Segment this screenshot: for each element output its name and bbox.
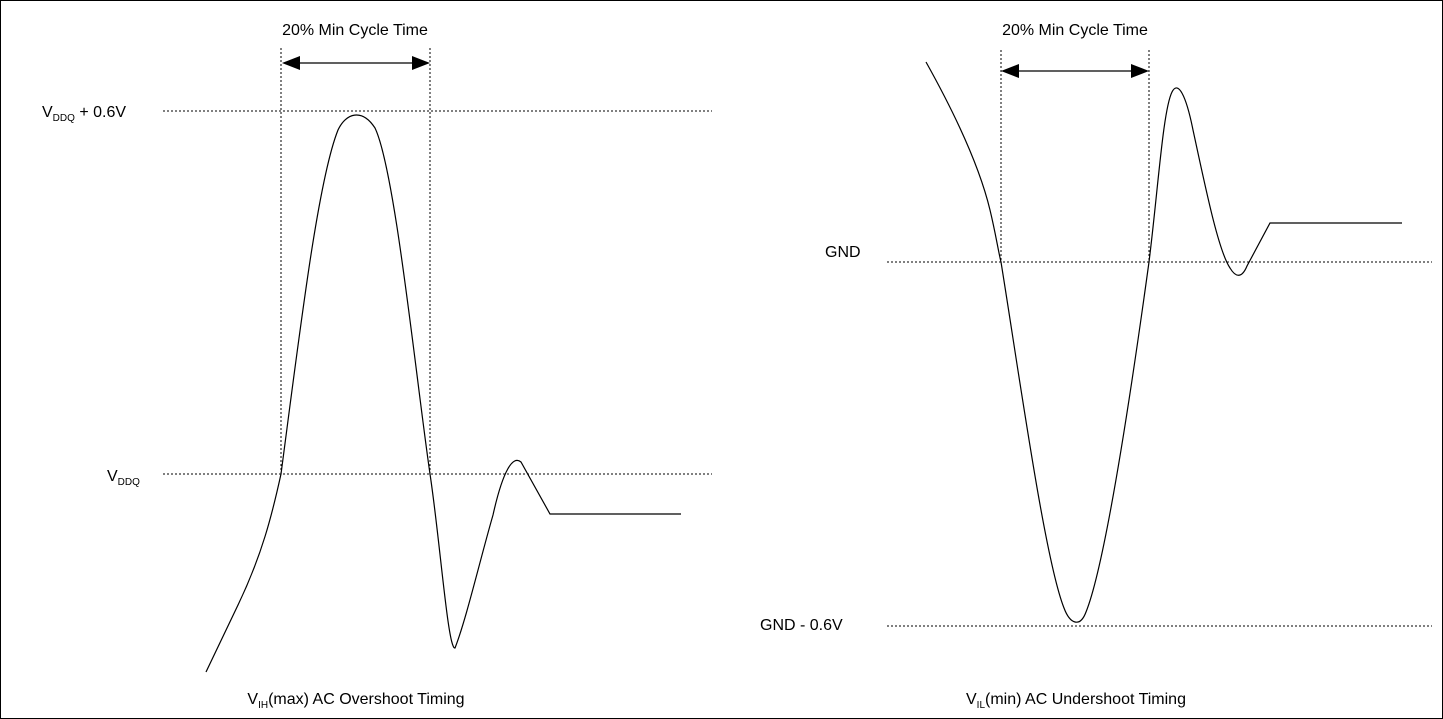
overshoot-waveform xyxy=(205,114,681,673)
undershoot-waveform xyxy=(925,61,1402,623)
left-caption: VIH(max) AC Overshoot Timing xyxy=(247,691,464,711)
left-level-mid-label: VDDQ xyxy=(107,468,140,488)
right-level-bottom-label: GND - 0.6V xyxy=(760,617,843,634)
left-arrowhead-right xyxy=(412,56,430,70)
right-level-top-label: GND xyxy=(825,244,861,261)
right-measure-label: 20% Min Cycle Time xyxy=(1002,22,1148,39)
right-arrowhead-left xyxy=(1001,64,1019,78)
left-measure-label: 20% Min Cycle Time xyxy=(282,22,428,39)
undershoot-diagram: 20% Min Cycle Time GND GND - 0.6V VIL(mi… xyxy=(760,22,1432,711)
left-arrowhead-left xyxy=(282,56,300,70)
right-caption: VIL(min) AC Undershoot Timing xyxy=(966,691,1186,711)
left-level-top-label: VDDQ + 0.6V xyxy=(42,104,126,124)
right-arrowhead-right xyxy=(1131,64,1149,78)
overshoot-diagram: 20% Min Cycle Time VDDQ + 0.6V VDDQ VIH(… xyxy=(42,22,712,711)
